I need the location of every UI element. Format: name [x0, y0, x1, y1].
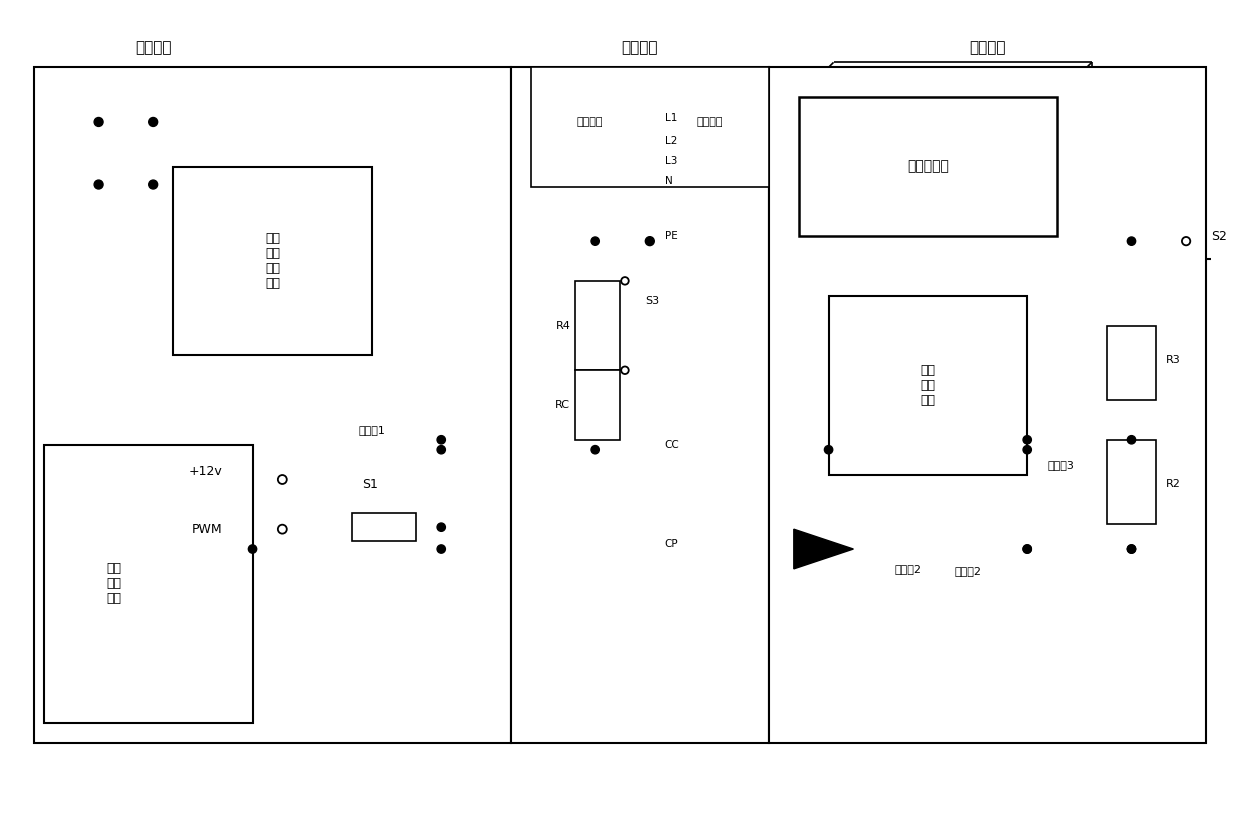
Text: R4: R4	[556, 320, 570, 331]
Text: 车辆接口: 车辆接口	[621, 40, 658, 55]
Circle shape	[591, 446, 599, 454]
Bar	[531, 68, 769, 187]
Text: 剩余
电流
保护
装置: 剩余 电流 保护 装置	[265, 232, 280, 290]
Circle shape	[1127, 545, 1136, 553]
Circle shape	[825, 545, 833, 553]
Bar	[575, 370, 620, 440]
Text: 检测端3: 检测端3	[1047, 460, 1074, 469]
Circle shape	[436, 545, 445, 553]
Bar	[33, 68, 511, 742]
Circle shape	[149, 117, 157, 126]
Text: L1: L1	[665, 113, 677, 123]
Circle shape	[621, 277, 629, 284]
Text: RC: RC	[556, 400, 570, 410]
Text: R3: R3	[1167, 355, 1180, 365]
Text: 供电
控制
装置: 供电 控制 装置	[920, 363, 935, 407]
Text: 供电设备: 供电设备	[135, 40, 171, 55]
Circle shape	[1023, 446, 1032, 454]
Text: 供电
控制
装置: 供电 控制 装置	[105, 562, 122, 606]
Circle shape	[1127, 545, 1136, 553]
Circle shape	[278, 475, 286, 484]
Text: L3: L3	[665, 156, 677, 165]
Bar	[1106, 325, 1157, 400]
Circle shape	[278, 525, 286, 534]
Bar	[352, 513, 417, 541]
Text: PWM: PWM	[192, 522, 223, 535]
Text: CP: CP	[665, 539, 678, 549]
Circle shape	[94, 117, 103, 126]
Text: 车辆插座: 车辆插座	[696, 117, 723, 127]
Bar	[43, 445, 253, 723]
Circle shape	[645, 236, 655, 245]
Text: S3: S3	[645, 296, 658, 306]
Circle shape	[591, 237, 599, 245]
Text: 检测端2: 检测端2	[954, 566, 981, 576]
Bar	[799, 97, 1056, 236]
Text: S1: S1	[362, 478, 378, 491]
Bar	[511, 68, 769, 742]
Circle shape	[1127, 237, 1136, 245]
Circle shape	[149, 180, 157, 189]
Text: 检测端2: 检测端2	[894, 564, 921, 574]
Bar	[1106, 440, 1157, 524]
Circle shape	[1023, 545, 1032, 553]
Circle shape	[1023, 545, 1032, 553]
Circle shape	[1023, 435, 1032, 444]
Text: +12v: +12v	[188, 465, 223, 478]
Circle shape	[94, 180, 103, 189]
Circle shape	[825, 446, 833, 454]
Bar	[174, 166, 372, 355]
Circle shape	[248, 545, 257, 553]
Text: CC: CC	[665, 440, 680, 450]
Text: PE: PE	[665, 231, 677, 241]
Bar	[828, 296, 1027, 474]
Circle shape	[436, 435, 445, 444]
Text: 检测端1: 检测端1	[358, 425, 386, 435]
Circle shape	[436, 523, 445, 531]
Bar	[769, 68, 1207, 742]
Text: L2: L2	[665, 136, 677, 146]
Circle shape	[1182, 237, 1190, 245]
Text: 车载充电机: 车载充电机	[906, 160, 949, 174]
Text: S2: S2	[1211, 230, 1226, 243]
Text: N: N	[665, 175, 672, 186]
Polygon shape	[794, 529, 853, 569]
Circle shape	[621, 367, 629, 374]
Circle shape	[436, 446, 445, 454]
Bar	[575, 281, 620, 370]
Text: R2: R2	[1167, 479, 1182, 490]
Text: 车辆插头: 车辆插头	[577, 117, 604, 127]
Circle shape	[1127, 435, 1136, 444]
Text: 电动汽车: 电动汽车	[970, 40, 1006, 55]
